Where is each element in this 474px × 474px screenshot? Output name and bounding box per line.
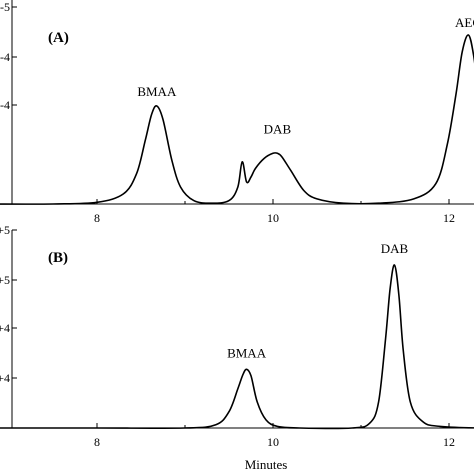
y-tick-label: -4: [0, 98, 10, 112]
panel-a: -5-4-48101214(A)BMAADABAEG: [0, 0, 474, 225]
x-tick-label: 10: [267, 435, 279, 449]
panel-b: +5+5+4+48101214(B)BMAADABAEG: [0, 223, 474, 449]
x-tick-label: 10: [267, 211, 279, 225]
chromatogram-trace: [0, 34, 474, 205]
peak-label: BMAA: [227, 345, 267, 360]
x-axis-title: Minutes: [245, 457, 288, 472]
peak-label: DAB: [264, 121, 292, 136]
y-tick-label: +4: [0, 371, 10, 385]
peak-label: DAB: [381, 241, 409, 256]
y-tick-label: +5: [0, 273, 10, 287]
y-tick-label: -4: [0, 50, 10, 64]
x-tick-label: 8: [94, 435, 100, 449]
chromatogram-trace: [0, 264, 474, 430]
panel-tag: (A): [48, 30, 69, 46]
y-tick-label: +4: [0, 321, 10, 335]
x-tick-label: 8: [94, 211, 100, 225]
panel-tag: (B): [48, 250, 68, 266]
peak-label: BMAA: [137, 84, 177, 99]
x-tick-label: 12: [443, 211, 455, 225]
peak-label: AEG: [455, 15, 474, 30]
x-tick-label: 12: [443, 435, 455, 449]
y-tick-label: +5: [0, 223, 10, 237]
y-tick-label: -5: [0, 0, 10, 14]
